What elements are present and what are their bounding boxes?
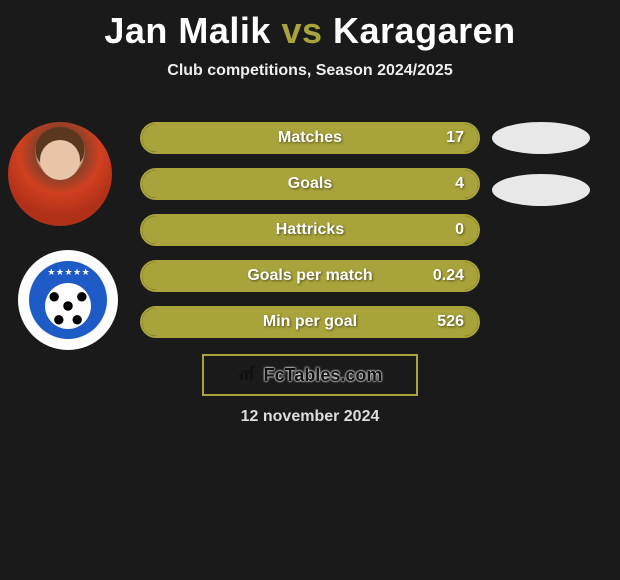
stat-label: Min per goal [142, 308, 478, 336]
stat-label: Matches [142, 124, 478, 152]
brand-box: FcTables.com [202, 354, 418, 396]
player2-badge [18, 250, 118, 350]
stat-value: 4 [455, 170, 464, 198]
subtitle: Club competitions, Season 2024/2025 [0, 62, 620, 80]
stat-value: 0.24 [433, 262, 464, 290]
page-title: Jan Malik vs Karagaren [0, 0, 620, 52]
stat-row-mpg: Min per goal 526 [140, 306, 480, 338]
player1-avatar [8, 122, 112, 226]
stat-value: 0 [455, 216, 464, 244]
soccer-ball-icon [45, 283, 91, 329]
bubble [492, 122, 590, 154]
title-player2: Karagaren [333, 10, 516, 51]
club-badge-icon [29, 261, 107, 339]
opponent-bubbles [492, 122, 590, 226]
stat-label: Goals [142, 170, 478, 198]
stat-value: 526 [437, 308, 464, 336]
stat-value: 17 [446, 124, 464, 152]
stat-row-matches: Matches 17 [140, 122, 480, 154]
stat-row-hattricks: Hattricks 0 [140, 214, 480, 246]
title-vs: vs [281, 10, 322, 51]
stat-row-goals: Goals 4 [140, 168, 480, 200]
stat-label: Hattricks [142, 216, 478, 244]
stats-panel: Matches 17 Goals 4 Hattricks 0 Goals per… [140, 122, 480, 352]
stat-row-gpm: Goals per match 0.24 [140, 260, 480, 292]
brand-text: FcTables.com [264, 365, 383, 386]
stat-label: Goals per match [142, 262, 478, 290]
bubble [492, 174, 590, 206]
bar-chart-icon [238, 364, 260, 387]
avatars [8, 122, 118, 350]
date-label: 12 november 2024 [0, 408, 620, 426]
title-player1: Jan Malik [104, 10, 271, 51]
